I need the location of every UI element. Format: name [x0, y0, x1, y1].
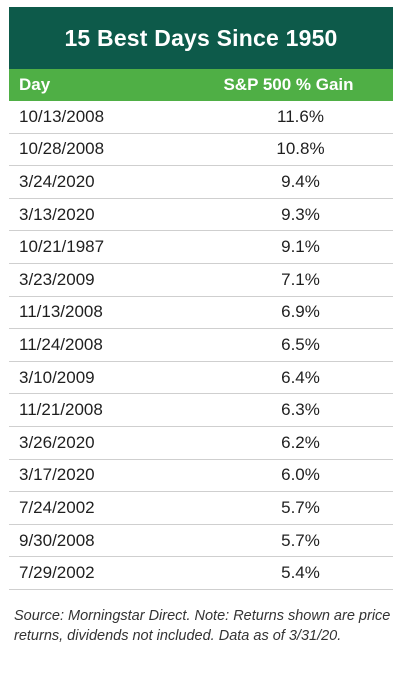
gain-cell: 10.8% — [276, 139, 325, 159]
gain-cell: 6.3% — [281, 400, 320, 420]
table-body: 10/13/2008 11.6% 10/28/2008 10.8% 3/24/2020 9… — [9, 101, 393, 590]
day-cell: 11/21/2008 — [19, 400, 103, 420]
gain-column-header: S&P 500 % Gain — [223, 75, 354, 94]
table-row: 10/13/2008 11.6% — [9, 101, 393, 134]
table-row: 3/17/2020 6.0% — [9, 460, 393, 493]
day-cell: 3/13/2020 — [19, 204, 95, 224]
day-cell: 3/23/2009 — [19, 269, 95, 289]
gain-cell: 5.7% — [281, 530, 320, 550]
gain-cell: 9.4% — [281, 171, 320, 191]
gain-cell: 9.3% — [281, 204, 320, 224]
day-cell: 10/21/1987 — [19, 237, 105, 257]
table-row: 10/28/2008 10.8% — [9, 134, 393, 167]
table-row: 7/24/2002 5.7% — [9, 492, 393, 525]
day-cell: 10/13/2008 — [19, 106, 105, 126]
gain-cell: 5.7% — [281, 497, 320, 517]
day-cell: 10/28/2008 — [19, 139, 105, 159]
day-cell: 11/13/2008 — [19, 302, 103, 322]
day-cell: 7/29/2002 — [19, 563, 95, 583]
table-row: 10/21/1987 9.1% — [9, 231, 393, 264]
day-cell: 3/10/2009 — [19, 367, 95, 387]
title-bar: 15 Best Days Since 1950 — [9, 7, 393, 69]
table-row: 9/30/2008 5.7% — [9, 525, 393, 558]
gain-cell: 6.9% — [281, 302, 320, 322]
day-column-header: Day — [19, 75, 51, 94]
day-cell: 3/17/2020 — [19, 465, 95, 485]
gain-cell: 6.0% — [281, 465, 320, 485]
table-row: 11/21/2008 6.3% — [9, 394, 393, 427]
day-cell: 3/24/2020 — [19, 171, 95, 191]
gain-cell: 7.1% — [281, 269, 320, 289]
table-row: 11/24/2008 6.5% — [9, 329, 393, 362]
table-row: 3/10/2009 6.4% — [9, 362, 393, 395]
day-cell: 11/24/2008 — [19, 334, 103, 354]
table-row: 7/29/2002 5.4% — [9, 557, 393, 590]
gain-cell: 11.6% — [277, 106, 324, 126]
gain-cell: 6.4% — [281, 367, 320, 387]
gain-cell: 9.1% — [281, 237, 320, 257]
gain-cell: 6.5% — [281, 334, 320, 354]
gain-cell: 6.2% — [281, 432, 320, 452]
gain-cell: 5.4% — [281, 563, 320, 583]
table-row: 3/24/2020 9.4% — [9, 166, 393, 199]
table-header-row: Day S&P 500 % Gain — [9, 69, 393, 101]
table-row: 3/23/2009 7.1% — [9, 264, 393, 297]
table-row: 3/13/2020 9.3% — [9, 199, 393, 232]
table-row: 11/13/2008 6.9% — [9, 297, 393, 330]
returns-table: Day S&P 500 % Gain 10/13/2008 11.6% 10/28/… — [9, 69, 393, 590]
table-title: 15 Best Days Since 1950 — [64, 24, 338, 51]
day-cell: 9/30/2008 — [19, 530, 95, 550]
day-cell: 3/26/2020 — [19, 432, 95, 452]
source-note: Source: Morningstar Direct. Note: Return… — [14, 608, 391, 644]
table-row: 3/26/2020 6.2% — [9, 427, 393, 460]
day-cell: 7/24/2002 — [19, 497, 95, 517]
